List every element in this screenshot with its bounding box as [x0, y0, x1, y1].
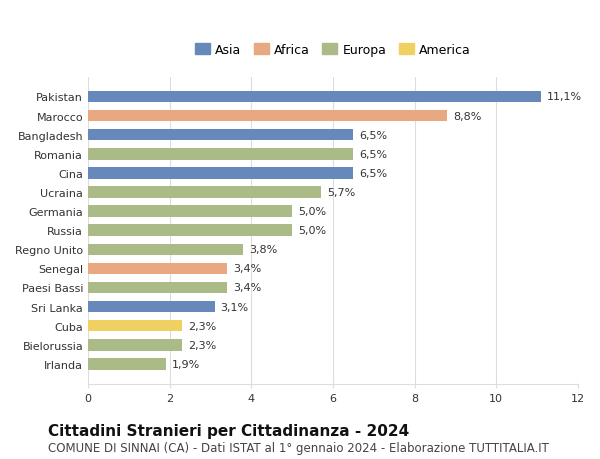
- Bar: [88, 225, 292, 236]
- Text: 3,4%: 3,4%: [233, 283, 261, 293]
- Bar: [88, 358, 166, 370]
- Text: 5,0%: 5,0%: [298, 226, 326, 235]
- Text: 6,5%: 6,5%: [359, 150, 388, 159]
- Text: Cittadini Stranieri per Cittadinanza - 2024: Cittadini Stranieri per Cittadinanza - 2…: [48, 423, 409, 438]
- Text: 3,8%: 3,8%: [249, 245, 278, 255]
- Bar: [88, 91, 541, 103]
- Text: 2,3%: 2,3%: [188, 321, 216, 331]
- Bar: [88, 244, 243, 256]
- Bar: [88, 206, 292, 218]
- Text: 6,5%: 6,5%: [359, 168, 388, 179]
- Text: 5,0%: 5,0%: [298, 207, 326, 217]
- Bar: [88, 149, 353, 160]
- Text: 2,3%: 2,3%: [188, 340, 216, 350]
- Legend: Asia, Africa, Europa, America: Asia, Africa, Europa, America: [196, 44, 470, 57]
- Text: 8,8%: 8,8%: [454, 112, 482, 121]
- Bar: [88, 187, 321, 198]
- Bar: [88, 129, 353, 141]
- Text: 3,4%: 3,4%: [233, 264, 261, 274]
- Bar: [88, 301, 215, 313]
- Text: COMUNE DI SINNAI (CA) - Dati ISTAT al 1° gennaio 2024 - Elaborazione TUTTITALIA.: COMUNE DI SINNAI (CA) - Dati ISTAT al 1°…: [48, 442, 549, 454]
- Text: 1,9%: 1,9%: [172, 359, 200, 369]
- Text: 11,1%: 11,1%: [547, 92, 583, 102]
- Bar: [88, 111, 447, 122]
- Text: 3,1%: 3,1%: [221, 302, 249, 312]
- Text: 6,5%: 6,5%: [359, 130, 388, 140]
- Bar: [88, 168, 353, 179]
- Bar: [88, 339, 182, 351]
- Bar: [88, 282, 227, 294]
- Text: 5,7%: 5,7%: [327, 188, 355, 197]
- Bar: [88, 320, 182, 332]
- Bar: [88, 263, 227, 274]
